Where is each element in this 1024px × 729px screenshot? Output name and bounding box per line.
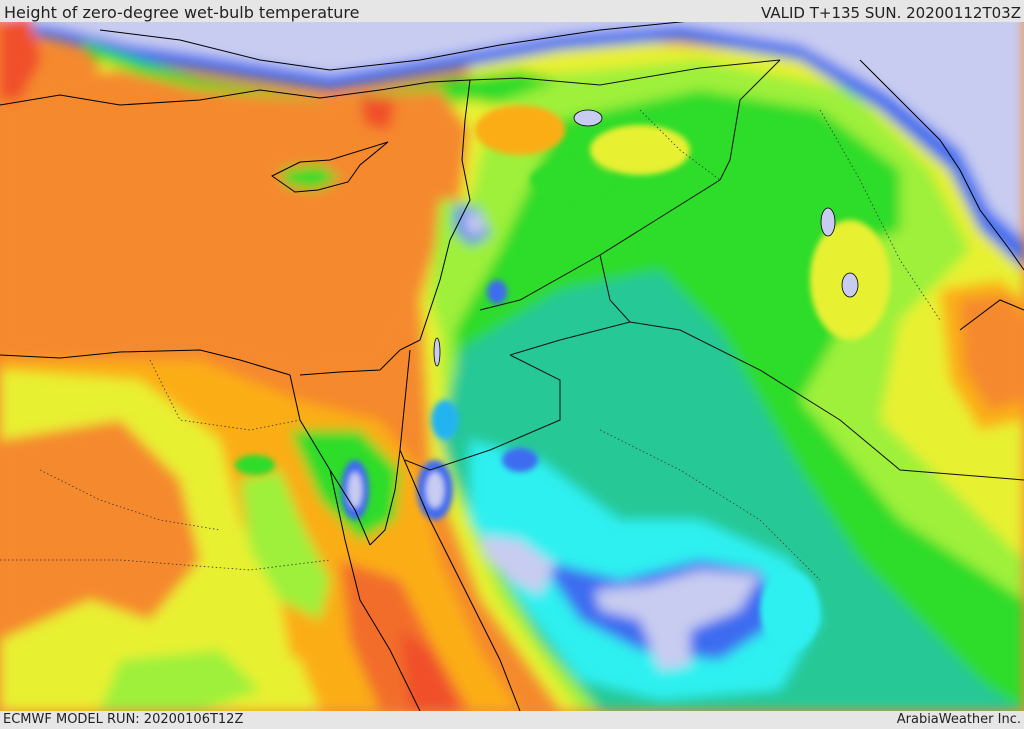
anatolia-coast (0, 79, 471, 106)
band-orange-egypt-west (0, 420, 200, 640)
lake-iran-2 (841, 272, 859, 298)
lake-van (573, 109, 603, 127)
levant-coast (299, 79, 471, 376)
map-title: Height of zero-degree wet-bulb temperatu… (4, 3, 360, 22)
gulf-of-aqaba (369, 349, 411, 546)
dotted-iran (819, 109, 941, 321)
border-jordan-saudi (404, 354, 561, 471)
lakes (433, 109, 859, 367)
coastlines (0, 19, 1024, 711)
lavender-south-high (595, 570, 760, 670)
footer-bar: ECMWF MODEL RUN: 20200106T12Z ArabiaWeat… (0, 711, 1024, 729)
border-jordan (599, 254, 631, 323)
lavender-red-sea-hills (480, 535, 555, 595)
valid-time: VALID T+135 SUN. 20200112T03Z (761, 4, 1021, 22)
credit-label: ArabiaWeather Inc. (896, 712, 1021, 727)
west-green-spot (235, 455, 275, 475)
border-iraq-saudi (509, 321, 1024, 481)
black-sea-coast (99, 19, 701, 71)
band-yellow-green-sudan (100, 650, 260, 711)
model-run-label: ECMWF MODEL RUN: 20200106T12Z (3, 712, 244, 727)
band-orange-gulf (960, 295, 1024, 410)
country-borders (404, 59, 1024, 481)
cyprus-green (280, 165, 340, 190)
sinai-lavender (348, 472, 362, 508)
north-africa-coast (0, 349, 291, 376)
iraq-yellow (590, 125, 690, 175)
mediterranean (0, 70, 470, 375)
cyprus-coast (271, 141, 389, 193)
levant-lavender (462, 212, 485, 236)
border-turkey-syria (469, 59, 781, 86)
nafud-blue (502, 448, 538, 472)
province-boundaries (0, 109, 941, 581)
hejaz-lavender (426, 472, 444, 508)
lavender-north (0, 0, 1024, 270)
band-red-deep (400, 630, 460, 711)
band-green-egypt-east (240, 470, 330, 620)
field-layers (0, 0, 1024, 711)
negev-cyan (431, 400, 459, 440)
jordan-blue (487, 280, 507, 304)
dotted-egypt-south (39, 469, 221, 531)
dotted-sudan (0, 559, 331, 571)
lake-urmia (820, 207, 836, 237)
dotted-saudi (599, 429, 821, 581)
anatolia-amber (475, 105, 565, 155)
mediterranean-red-patch (360, 95, 395, 130)
anatolia-green (530, 162, 610, 198)
dotted-iraq (639, 109, 721, 181)
aegean-red (0, 15, 40, 100)
weather-map (0, 0, 1024, 711)
south-cyan-edge (760, 570, 820, 650)
border-iraq-iran (719, 59, 781, 181)
caspian-coast (859, 59, 1024, 271)
red-sea-west (329, 469, 421, 711)
red-sea-east (399, 449, 521, 711)
gulf-coast (959, 299, 1024, 331)
header-bar: Height of zero-degree wet-bulb temperatu… (0, 0, 1024, 22)
dead-sea (433, 337, 441, 367)
lavender-north-inner (0, 0, 1024, 240)
